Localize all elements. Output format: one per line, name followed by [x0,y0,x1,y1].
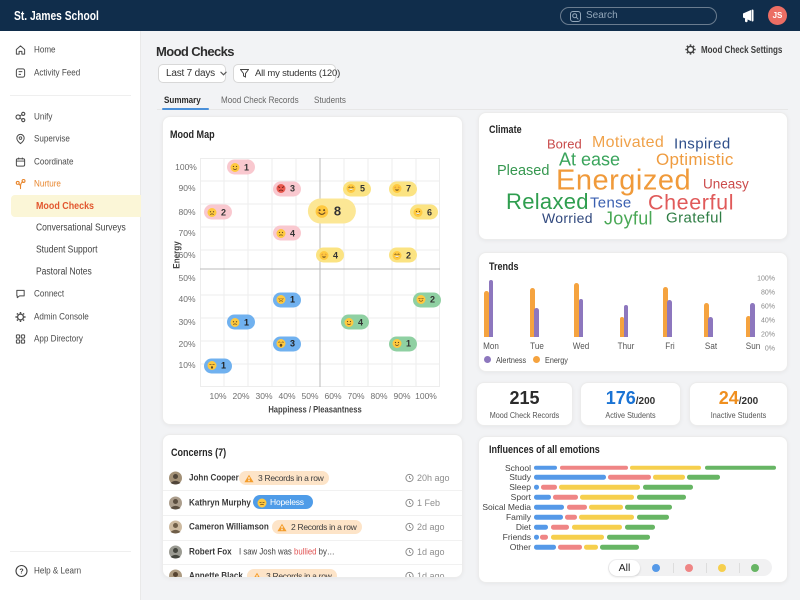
svg-text:?: ? [19,569,23,576]
